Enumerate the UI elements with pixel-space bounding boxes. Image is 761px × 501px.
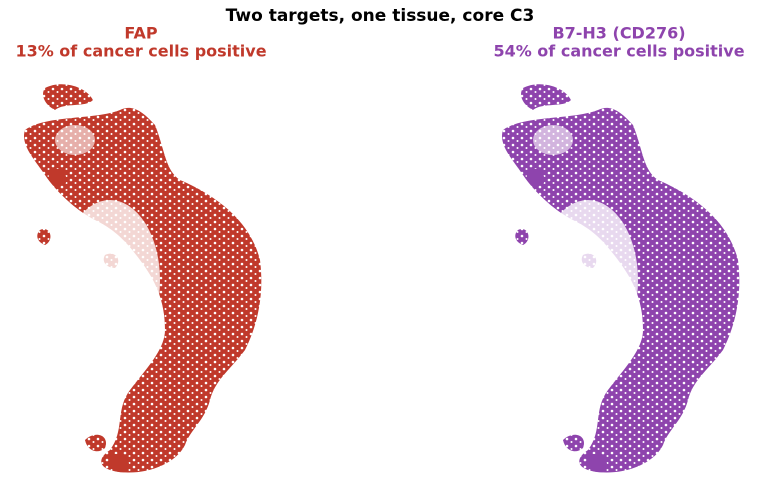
panel: FAP 13% of cancer cells positive	[15, 24, 267, 473]
panel-title: FAP	[124, 24, 157, 43]
tissue-mask	[502, 84, 739, 472]
panel-subtitle: 13% of cancer cells positive	[15, 42, 266, 61]
panel-subtitle: 54% of cancer cells positive	[493, 42, 744, 61]
panel: B7-H3 (CD276) 54% of cancer cells positi…	[493, 24, 745, 473]
tissue-mask	[24, 84, 261, 472]
panel-title: B7-H3 (CD276)	[552, 24, 685, 43]
figure-title: Two targets, one tissue, core C3	[226, 6, 535, 26]
